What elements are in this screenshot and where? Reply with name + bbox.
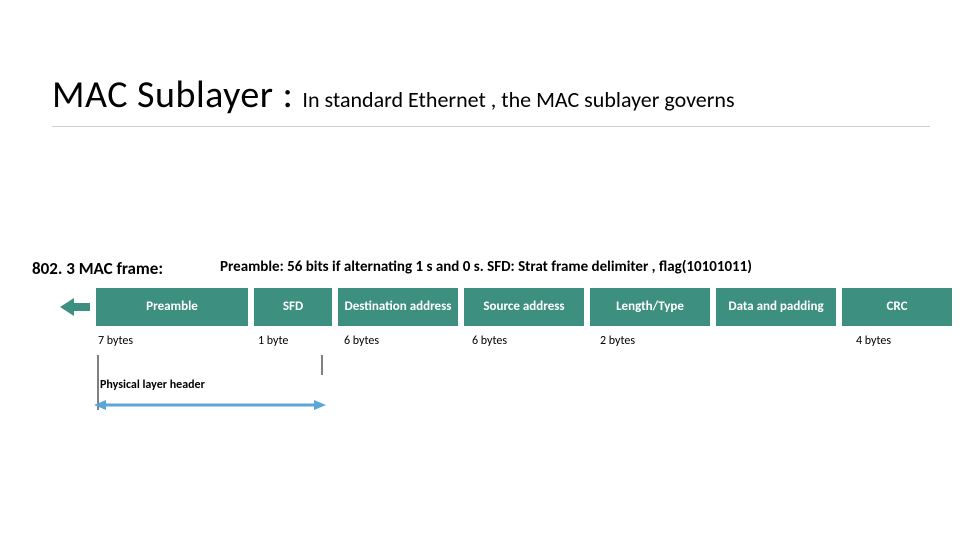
size-preamble: 7 bytes xyxy=(96,334,250,348)
frame-label: 802. 3 MAC frame: xyxy=(32,258,163,279)
phys-header-label: Physical layer header xyxy=(100,378,205,392)
frame-sizes-row: 7 bytes 1 byte 6 bytes 6 bytes 2 bytes 4… xyxy=(60,334,950,348)
title-divider xyxy=(52,126,930,127)
title-main: MAC Sublayer : xyxy=(52,72,302,118)
size-sfd: 1 byte xyxy=(256,334,336,348)
field-src-addr: Source address xyxy=(464,288,584,326)
size-dest-addr: 6 bytes xyxy=(342,334,464,348)
field-crc: CRC xyxy=(842,288,952,326)
field-preamble: Preamble xyxy=(96,288,248,326)
field-sfd: SFD xyxy=(254,288,332,326)
field-dest-addr: Destination address xyxy=(338,288,458,326)
preamble-note: Preamble: 56 bits if alternating 1 s and… xyxy=(220,258,752,276)
arrow-left-icon xyxy=(60,288,90,326)
size-src-addr: 6 bytes xyxy=(470,334,592,348)
title-sub: In standard Ethernet , the MAC sublayer … xyxy=(302,86,734,113)
size-data xyxy=(726,334,848,348)
frame-fields-row: Preamble SFD Destination address Source … xyxy=(60,288,950,326)
slide: MAC Sublayer : In standard Ethernet , th… xyxy=(0,0,960,540)
field-length-type: Length/Type xyxy=(590,288,710,326)
field-data: Data and padding xyxy=(716,288,836,326)
size-length-type: 2 bytes xyxy=(598,334,720,348)
title: MAC Sublayer : In standard Ethernet , th… xyxy=(52,72,930,118)
size-crc: 4 bytes xyxy=(854,334,960,348)
